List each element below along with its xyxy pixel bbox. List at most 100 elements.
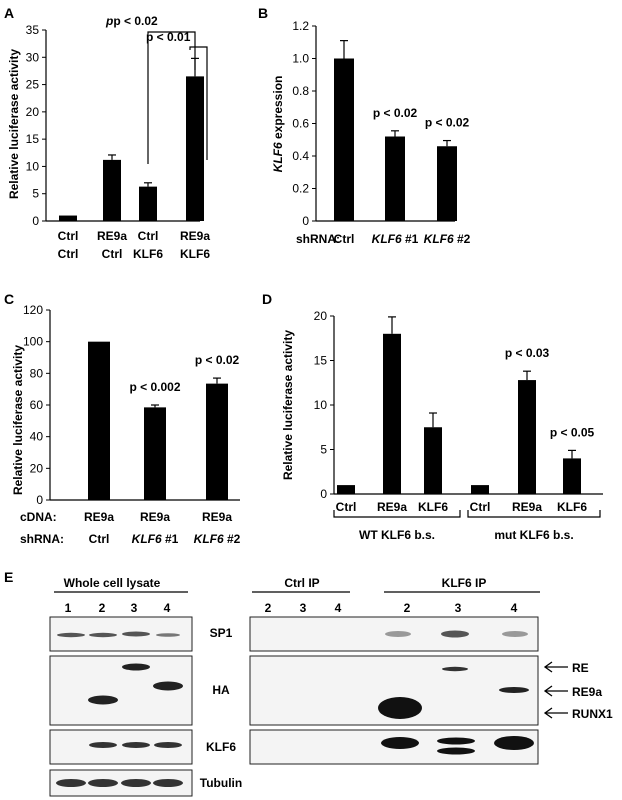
band — [57, 632, 85, 638]
klf6-bands — [89, 736, 534, 755]
band — [121, 779, 151, 787]
y-tick-label: 10 — [314, 398, 328, 412]
row-label-sp1: SP1 — [210, 626, 233, 640]
p-value-text: p < 0.02 — [373, 106, 418, 120]
y-axis-label-b-italic: KLF6 — [271, 142, 285, 172]
panel-letter-e: E — [4, 569, 13, 585]
whole-cell-lysate-title: Whole cell lysate — [64, 576, 161, 590]
y-tick-label: 20 — [314, 309, 328, 323]
band — [88, 779, 118, 787]
bar — [103, 159, 121, 221]
y-tick-label: 100 — [23, 335, 43, 349]
panel-a: A Relative luciferase activity 0 5 10 15 20 2… — [4, 5, 210, 261]
y-tick-label: 80 — [30, 366, 44, 380]
band — [156, 633, 180, 637]
y-tick-label: 0.2 — [292, 182, 309, 196]
row-label-shrna-b: shRNA: — [296, 232, 340, 246]
bar — [206, 383, 228, 500]
bars-b: p < 0.02 p < 0.02 — [334, 40, 470, 221]
bars-d: p < 0.03 p < 0.05 — [337, 316, 595, 494]
y-axis-d: 0 5 10 15 20 — [314, 309, 603, 501]
p-value-label: pp < 0.02 — [105, 14, 158, 28]
y-tick-label: 0.4 — [292, 149, 309, 163]
y-tick-label: 15 — [314, 354, 328, 368]
ha-bands — [88, 663, 529, 719]
p-value-text: p < 0.02 — [425, 116, 470, 130]
y-tick-label: 60 — [30, 398, 44, 412]
y-tick-label: 15 — [26, 132, 40, 146]
band — [122, 663, 150, 671]
bar — [385, 136, 405, 221]
y-tick-label: 25 — [26, 78, 40, 92]
lane-number: 4 — [335, 601, 342, 615]
sp1-bands — [57, 630, 528, 638]
y-tick-label: 120 — [23, 303, 43, 317]
blot-ha-whole — [49, 655, 193, 726]
bars-c: p < 0.002 p < 0.02 — [88, 341, 240, 500]
lane-number: 3 — [300, 601, 307, 615]
lane-number: 1 — [65, 601, 72, 615]
band-arrows — [543, 661, 568, 719]
x-label-cdna: RE9a — [84, 510, 114, 524]
y-axis-label-c: Relative luciferase activity — [11, 345, 25, 495]
arrow-labels: RE RE9a RUNX1 — [572, 661, 613, 721]
blot-frames — [49, 616, 539, 797]
x-labels-d: Ctrl RE9a KLF6 Ctrl RE9a KLF6 — [336, 500, 588, 514]
arrow-left-icon — [543, 685, 568, 697]
p-value-label: p < 0.03 — [505, 346, 550, 360]
x-label: KLF6 #2 — [424, 232, 471, 246]
group-label-mut: mut KLF6 b.s. — [494, 528, 573, 542]
lane-number: 4 — [164, 601, 171, 615]
y-tick-label: 1.2 — [292, 19, 309, 33]
y-tick-label: 5 — [320, 443, 327, 457]
lane-number: 2 — [99, 601, 106, 615]
band — [494, 736, 534, 750]
blot-row-labels: SP1 HA KLF6 Tubulin — [200, 626, 242, 790]
row-label-cdna-c: cDNA: — [20, 510, 57, 524]
bar — [88, 341, 110, 500]
band — [89, 742, 117, 748]
band — [89, 632, 117, 638]
band — [502, 631, 528, 637]
x-label: Ctrl — [470, 500, 491, 514]
bracket-p001-a — [189, 46, 208, 160]
panel-c: C Relative luciferase activity 0 20 40 60 80… — [4, 291, 241, 546]
x-label-shrna-text: #1 — [162, 532, 179, 546]
p-value-label: p < 0.05 — [550, 425, 595, 439]
x-labels-b: Ctrl KLF6 #1 KLF6 #2 — [334, 232, 471, 246]
p-value-label: p < 0.02 — [373, 106, 418, 120]
panel-letter-c: C — [4, 291, 14, 307]
y-axis-label-d: Relative luciferase activity — [281, 330, 295, 480]
x-label-line1: Ctrl — [58, 229, 79, 243]
band — [122, 742, 150, 748]
x-label-shrna: KLF6 #1 — [132, 532, 179, 546]
band — [378, 697, 422, 719]
lane-numbers-ctrl-ip: 2 3 4 — [265, 601, 342, 615]
bar — [144, 407, 166, 500]
x-label-shrna-italic: KLF6 — [194, 532, 224, 546]
x-label-text: #2 — [454, 232, 471, 246]
y-tick-label: 40 — [30, 430, 44, 444]
panel-e: E Whole cell lysate Ctrl IP KLF6 IP 1 2 … — [4, 569, 613, 797]
x-label: Ctrl — [336, 500, 357, 514]
x-label-cdna: RE9a — [140, 510, 170, 524]
y-tick-label: 0.6 — [292, 117, 309, 131]
row-label-shrna-c: shRNA: — [20, 532, 64, 546]
x-label: KLF6 — [557, 500, 587, 514]
x-label: KLF6 — [418, 500, 448, 514]
x-label-shrna-text: #2 — [224, 532, 241, 546]
y-axis-label-b-rest: expression — [271, 76, 285, 143]
bar — [334, 58, 354, 221]
x-label-italic: KLF6 — [424, 232, 454, 246]
panel-letter-a: A — [4, 5, 14, 21]
x-label-line2: KLF6 — [180, 247, 210, 261]
x-label-shrna: KLF6 #2 — [194, 532, 241, 546]
arrow-label-re: RE — [572, 661, 589, 675]
x-label-line2: KLF6 — [133, 247, 163, 261]
x-label: Ctrl — [334, 232, 355, 246]
x-label-text: #1 — [402, 232, 419, 246]
p-value-text: p < 0.02 — [113, 14, 158, 28]
band — [56, 779, 86, 787]
panel-letter-b: B — [258, 5, 268, 21]
